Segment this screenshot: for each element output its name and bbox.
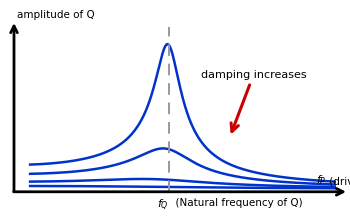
Text: (Natural frequency of Q): (Natural frequency of Q) [169, 198, 302, 208]
Text: $\mathit{f}_P$: $\mathit{f}_P$ [316, 173, 326, 187]
Text: damping increases: damping increases [201, 70, 306, 132]
Text: $\mathit{f}_Q$: $\mathit{f}_Q$ [157, 198, 169, 213]
Text: amplitude of Q: amplitude of Q [17, 10, 95, 20]
Text: (driver frequency): (driver frequency) [326, 177, 350, 187]
